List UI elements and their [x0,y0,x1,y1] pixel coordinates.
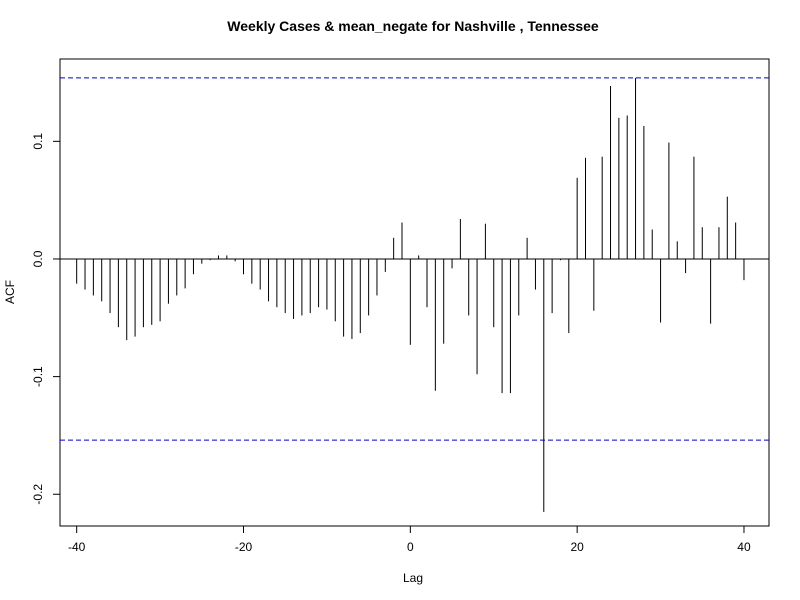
plot-frame [59,58,770,527]
x-axis: -40 -20 0 20 40 [68,526,751,554]
x-tick-label: -40 [68,540,86,554]
x-tick-label: 40 [737,540,751,554]
x-tick-label: -20 [235,540,253,554]
y-axis: -0.2 -0.1 0.0 0.1 [31,133,60,505]
x-axis-label: Lag [403,571,423,585]
acf-spikes [76,77,745,512]
y-tick-label: -0.1 [31,366,45,387]
y-axis-label: ACF [3,280,17,304]
y-tick-label: 0.0 [31,250,45,267]
x-tick-label: 20 [570,540,584,554]
confidence-bounds [60,77,769,441]
chart-title: Weekly Cases & mean_negate for Nashville… [227,18,599,34]
y-tick-label: -0.2 [31,484,45,505]
x-tick-label: 0 [407,540,414,554]
y-tick-label: 0.1 [31,133,45,150]
